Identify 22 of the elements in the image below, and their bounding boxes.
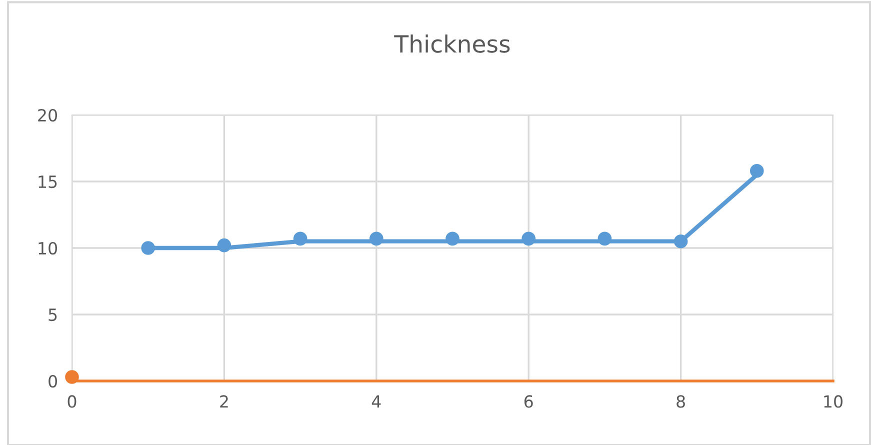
point bbox=[141, 241, 156, 255]
point bbox=[522, 232, 536, 246]
x-tick-label: 6 bbox=[524, 395, 533, 408]
x-tick-label: 4 bbox=[372, 395, 381, 408]
y-tick-label: 20 bbox=[38, 108, 58, 122]
y-tick-label: 0 bbox=[48, 374, 58, 388]
point bbox=[369, 232, 384, 246]
y-tick-label: 15 bbox=[38, 176, 57, 188]
point bbox=[65, 370, 79, 384]
point bbox=[446, 232, 460, 246]
point bbox=[598, 232, 612, 246]
x-tick-label: 2 bbox=[220, 395, 228, 408]
x-tick-label: 10 bbox=[824, 395, 842, 408]
x-tick-label: 8 bbox=[676, 395, 685, 408]
point bbox=[750, 164, 764, 178]
y-tick-label: 5 bbox=[48, 308, 57, 322]
y-tick-label: 10 bbox=[38, 242, 58, 255]
point bbox=[217, 238, 232, 252]
x-tick-label: 0 bbox=[68, 395, 76, 408]
point bbox=[674, 234, 688, 248]
chart-title: Thickness bbox=[394, 34, 510, 53]
point bbox=[293, 232, 308, 246]
